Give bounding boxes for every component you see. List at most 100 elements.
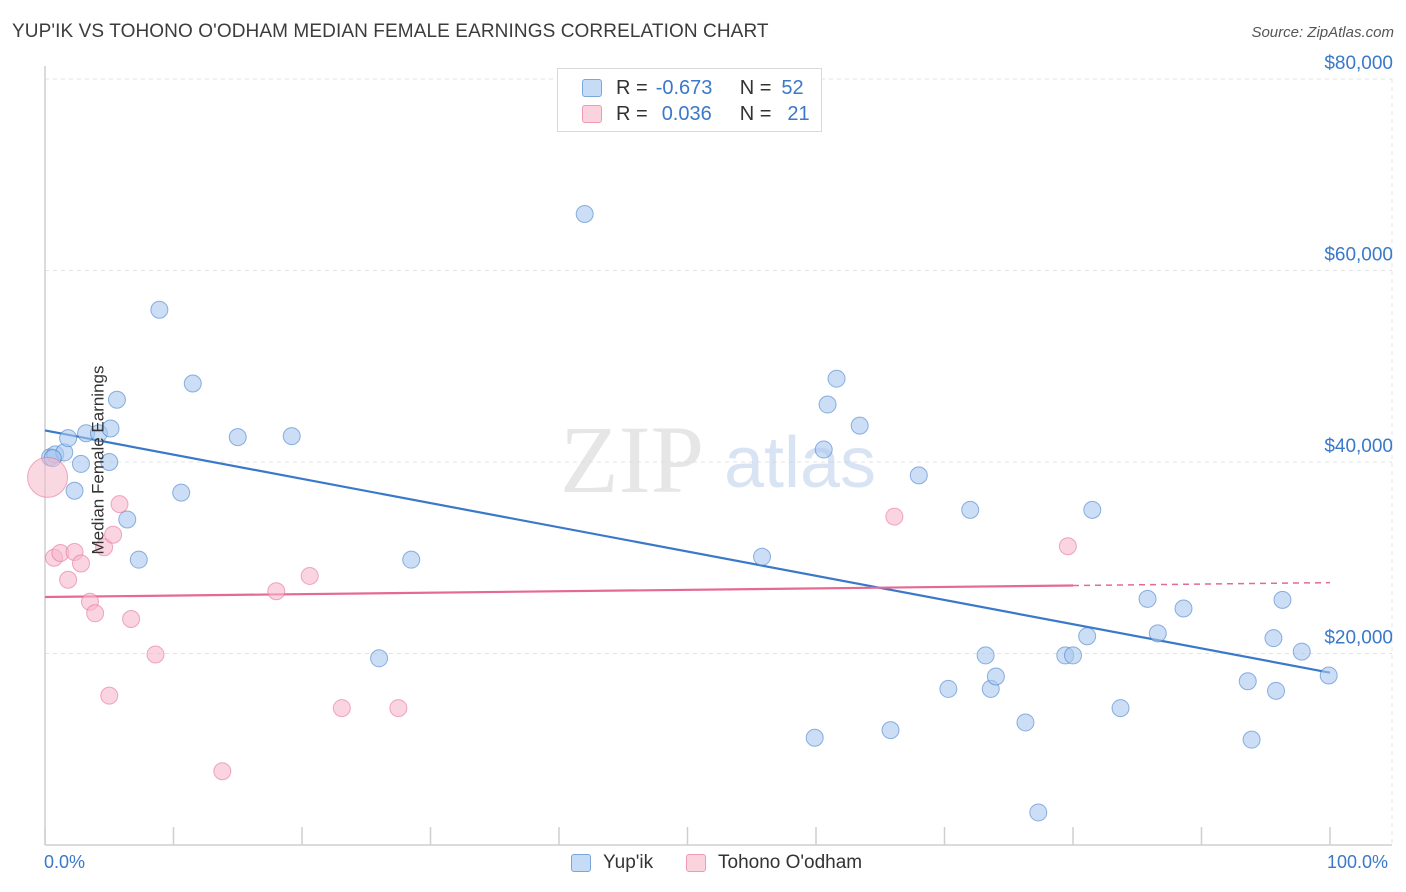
point-yupik <box>1111 699 1130 718</box>
y-tick-label: $20,000 <box>1324 628 1393 649</box>
point-yupik <box>65 481 84 500</box>
point-yupik <box>1292 642 1311 661</box>
point-yupik <box>805 728 824 747</box>
legend-n-value: 21 <box>787 102 810 125</box>
point-yupik <box>370 649 389 668</box>
point-tohono <box>71 554 90 573</box>
point-tohono <box>86 604 105 623</box>
point-tohono <box>300 566 319 585</box>
point-tohono <box>59 570 78 589</box>
series-legend-tohono: Tohono O'odham <box>686 852 862 874</box>
y-tick-label: $80,000 <box>1324 53 1393 74</box>
legend-r-value: 0.036 <box>661 102 712 125</box>
y-tick-label: $40,000 <box>1324 436 1393 457</box>
trend-line-tohono-extension <box>1072 581 1331 587</box>
point-tohono <box>100 686 119 705</box>
point-tohono <box>146 645 165 664</box>
point-yupik <box>909 466 928 485</box>
point-tohono <box>213 762 232 781</box>
point-yupik <box>1242 730 1261 749</box>
point-tohono <box>389 699 408 718</box>
point-yupik <box>118 510 137 529</box>
point-yupik <box>961 500 980 519</box>
point-tohono <box>95 538 114 557</box>
point-yupik <box>101 419 120 438</box>
point-yupik <box>129 550 148 569</box>
legend-n-label: N = <box>739 76 772 99</box>
trend-line-yupik <box>44 429 1331 674</box>
legend-r-label: R = <box>616 76 648 99</box>
point-yupik <box>881 721 900 740</box>
series-label-tohono: Tohono O'odham <box>718 852 863 873</box>
point-yupik <box>59 429 78 448</box>
legend-r-label: R = <box>616 102 648 125</box>
point-yupik <box>183 374 202 393</box>
point-yupik <box>814 440 833 459</box>
legend-r-value: -0.673 <box>655 76 713 99</box>
point-yupik <box>1267 681 1286 700</box>
y-tick-labels: $20,000 $40,000 $60,000 $80,000 <box>1324 53 1393 649</box>
point-yupik <box>1078 627 1097 646</box>
point-tohono <box>110 495 129 514</box>
point-yupik <box>1138 589 1157 608</box>
y-tick-label: $60,000 <box>1324 245 1393 266</box>
series-swatch-yupik <box>571 854 591 872</box>
point-tohono <box>27 456 69 498</box>
point-yupik <box>1016 713 1035 732</box>
point-tohono <box>332 699 351 718</box>
watermark-atlas: atlas <box>724 423 876 503</box>
x-min-label: 0.0% <box>44 852 86 872</box>
legend-n-label: N = <box>739 102 772 125</box>
point-tohono <box>885 507 904 526</box>
x-max-label: 100.0% <box>1327 852 1389 872</box>
point-yupik <box>986 667 1005 686</box>
point-tohono <box>104 525 123 544</box>
legend-n-value: 52 <box>781 76 804 99</box>
grid-lines <box>45 78 1393 845</box>
watermark-zip: ZIP <box>560 406 704 513</box>
axes <box>44 66 1392 846</box>
legend-swatch-yupik <box>582 79 602 97</box>
point-yupik <box>100 453 119 471</box>
point-yupik <box>827 369 846 388</box>
series-legend: Yup'ik Tohono O'odham <box>0 852 1406 878</box>
point-yupik <box>1319 666 1338 685</box>
series-swatch-tohono <box>686 854 706 872</box>
series-legend-yupik: Yup'ik <box>571 852 653 874</box>
trend-lines <box>44 429 1331 674</box>
chart-title: YUP'IK VS TOHONO O'ODHAM MEDIAN FEMALE E… <box>12 21 769 42</box>
point-yupik <box>1273 590 1292 609</box>
point-yupik <box>172 483 191 502</box>
point-tohono <box>1058 537 1077 556</box>
point-yupik <box>282 427 301 446</box>
point-yupik <box>402 550 421 569</box>
point-yupik <box>228 428 247 447</box>
point-yupik <box>850 416 869 435</box>
point-yupik <box>1238 672 1257 691</box>
point-yupik <box>1064 646 1082 665</box>
point-yupik <box>1083 500 1102 519</box>
point-yupik <box>107 390 126 409</box>
trend-line-tohono <box>44 584 1074 599</box>
point-yupik <box>71 454 90 473</box>
point-yupik <box>939 679 958 698</box>
data-points <box>27 205 1338 822</box>
point-yupik <box>818 395 837 414</box>
legend-swatch-tohono <box>582 105 602 123</box>
stats-legend: R = -0.673 N = 52 R = 0.036 N = 21 <box>557 68 822 132</box>
point-yupik <box>1148 624 1167 643</box>
point-yupik <box>976 646 995 665</box>
point-tohono <box>267 582 286 601</box>
point-yupik <box>1174 599 1193 618</box>
y-axis-label: Median Female Earnings <box>88 365 108 555</box>
point-yupik <box>575 205 594 224</box>
point-tohono <box>122 610 141 629</box>
legend-row-tohono: R = 0.036 N = 21 <box>582 102 810 126</box>
legend-row-yupik: R = -0.673 N = 52 <box>582 76 804 100</box>
point-yupik <box>150 300 169 319</box>
series-label-yupik: Yup'ik <box>603 852 654 873</box>
point-yupik <box>753 547 772 566</box>
point-yupik <box>1264 629 1283 648</box>
source-label: Source: ZipAtlas.com <box>1251 24 1394 41</box>
